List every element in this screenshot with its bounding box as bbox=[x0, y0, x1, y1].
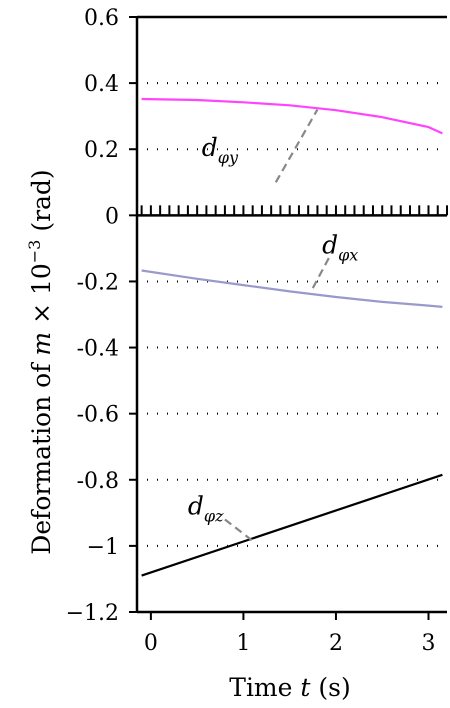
series-line-3 bbox=[141, 473, 443, 577]
annotation-leaders bbox=[224, 109, 333, 542]
annotation-leader-3 bbox=[224, 518, 254, 542]
series-label-2: dφx bbox=[322, 230, 358, 264]
x-tick-label: 2 bbox=[329, 631, 343, 656]
annotation-leader-1 bbox=[274, 109, 319, 183]
x-tick-label: 1 bbox=[236, 631, 250, 656]
y-tick-label: -0.6 bbox=[77, 403, 119, 428]
y-tick-label: −1.2 bbox=[66, 601, 119, 626]
y-tick-label: 0 bbox=[105, 204, 119, 229]
tick-labels: 0.6 0.4 0.2 0 -0.2 -0.4 -0.6 -0.8 −1 −1.2 0 1 2 3 bbox=[66, 6, 436, 656]
y-axis-title: Deformation of m × 10−3 (rad) bbox=[25, 169, 56, 554]
series-line-1 bbox=[141, 97, 443, 135]
y-tick-label: −1 bbox=[87, 535, 119, 560]
x-tick-label: 3 bbox=[421, 631, 435, 656]
y-tick-label: -0.2 bbox=[77, 270, 119, 295]
series-label-1: dφy bbox=[202, 133, 239, 167]
y-tick-label: -0.4 bbox=[77, 337, 119, 362]
series-label-3: dφz bbox=[188, 491, 224, 525]
y-tick-label: 0.6 bbox=[84, 6, 119, 31]
x-axis-title: Time t (s) bbox=[229, 673, 350, 702]
series-line-2 bbox=[141, 269, 443, 308]
axes bbox=[129, 15, 448, 620]
x-tick-label: 0 bbox=[144, 631, 158, 656]
series-annotations: dφy dφx dφz bbox=[188, 133, 358, 526]
y-tick-label: 0.2 bbox=[84, 138, 119, 163]
annotation-leader-2 bbox=[311, 252, 333, 289]
y-tick-label: 0.4 bbox=[84, 72, 119, 97]
y-tick-label: -0.8 bbox=[77, 469, 119, 494]
series-lines bbox=[141, 97, 443, 577]
